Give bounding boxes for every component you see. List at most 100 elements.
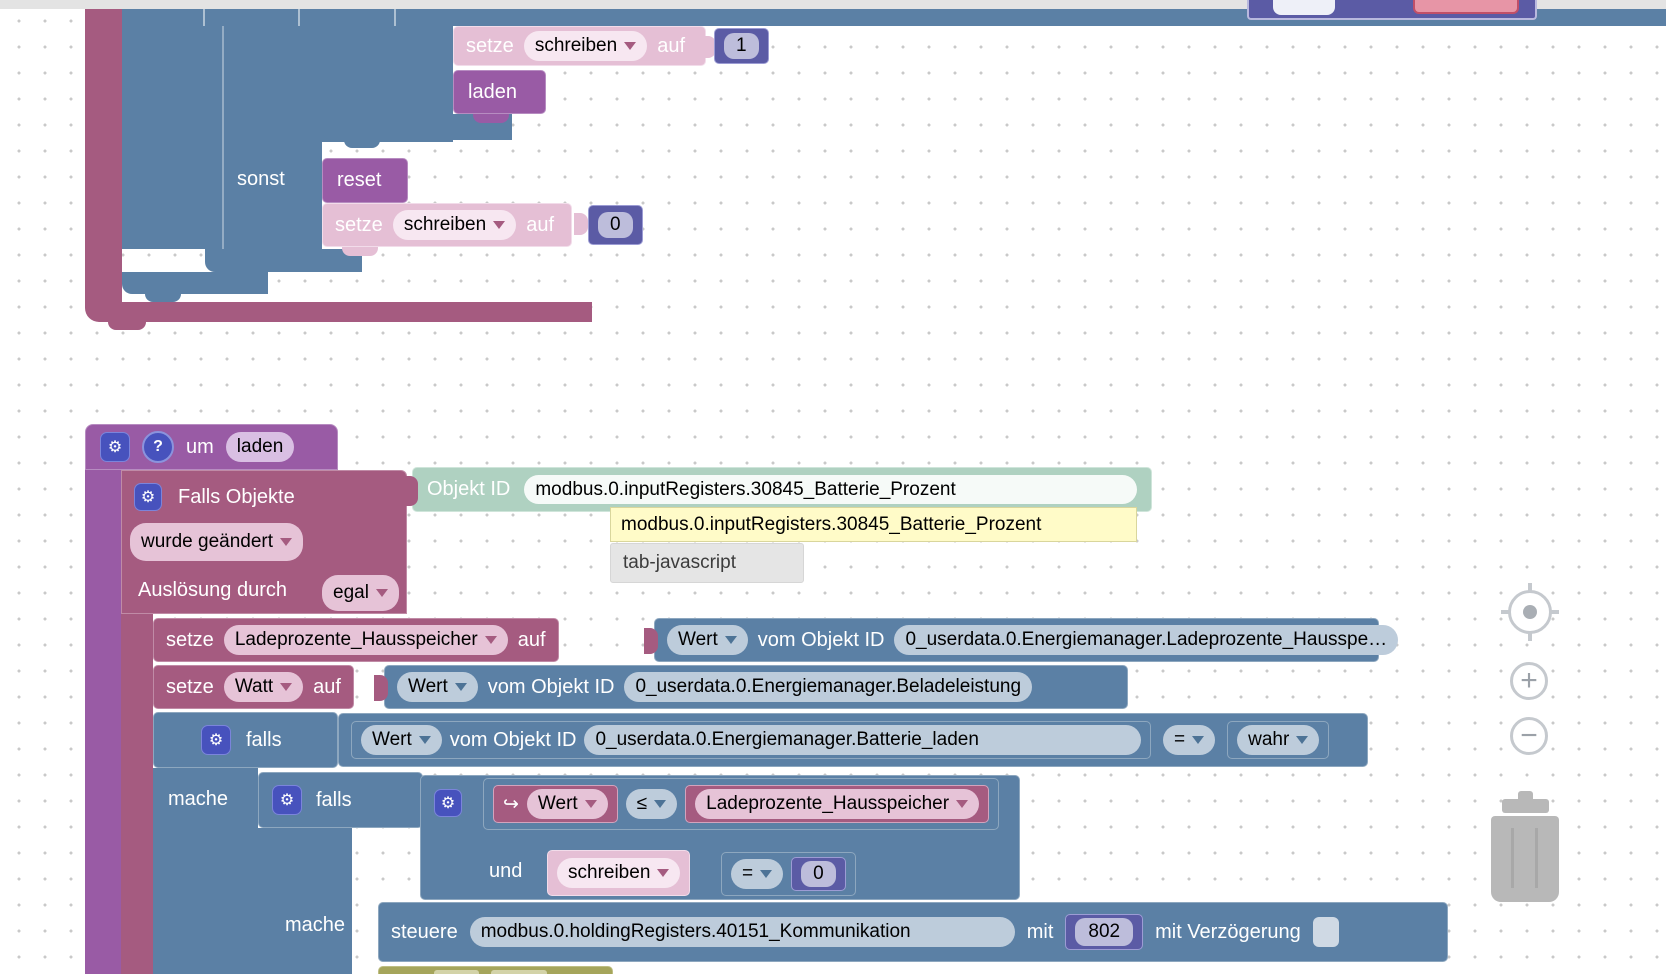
variable-get-block[interactable]: Ladeprozente_Hausspeicher (685, 785, 990, 823)
else-block-area[interactable] (122, 142, 322, 249)
variable-dropdown[interactable]: schreiben (557, 858, 681, 888)
function-def-block[interactable]: ⚙ ? um laden (85, 424, 338, 470)
get-value-block[interactable]: Wert vom Objekt ID 0_userdata.0.Energiem… (384, 665, 1128, 709)
compare-block[interactable]: ↪ Wert ≤ Ladeprozente_Hausspeicher (483, 778, 1000, 830)
cutoff-value-block[interactable] (1247, 0, 1537, 20)
call-reset-block[interactable]: reset (322, 158, 408, 203)
to-label: auf (657, 34, 686, 57)
help-icon[interactable]: ? (142, 431, 174, 463)
variable-dropdown[interactable]: Ladeprozente_Hausspeicher (223, 625, 508, 655)
zoom-out-button[interactable]: − (1510, 717, 1548, 755)
number-field[interactable]: 1 (724, 33, 759, 59)
gear-icon[interactable]: ⚙ (272, 785, 302, 815)
trash-lid-icon[interactable] (1502, 799, 1549, 813)
if-body-wall[interactable] (153, 768, 258, 974)
variable-dropdown[interactable]: schreiben (523, 31, 648, 61)
compare-block[interactable]: = 0 (721, 852, 856, 896)
attribute-dropdown[interactable]: Wert (667, 625, 748, 655)
oid-field[interactable]: 0_userdata.0.Energiemanager.Batterie_lad… (584, 725, 1141, 755)
inner-if-header[interactable]: ⚙ falls (258, 772, 423, 828)
trash-can-icon[interactable] (1491, 816, 1559, 902)
trigger-by-label: Auslösung durch (138, 579, 287, 601)
object-id-block[interactable]: Objekt ID modbus.0.inputRegisters.30845_… (412, 467, 1152, 512)
variable-dropdown[interactable]: Watt (223, 672, 304, 702)
boolean-value: wahr (1248, 729, 1290, 751)
variable-dropdown[interactable]: Ladeprozente_Hausspeicher (695, 789, 980, 819)
variable-get-block[interactable]: schreiben (547, 850, 691, 896)
attribute-name: Wert (537, 793, 578, 815)
number-block[interactable]: 802 (1065, 914, 1144, 950)
gear-icon[interactable]: ⚙ (134, 483, 162, 511)
call-laden-block[interactable]: laden (453, 70, 546, 114)
trigger-by-dropdown[interactable]: egal (322, 575, 399, 611)
number-field[interactable]: 0 (801, 861, 836, 887)
set-variable-block[interactable]: setze Ladeprozente_Hausspeicher auf (153, 618, 559, 662)
block-seam (222, 26, 224, 249)
trash-lid-icon[interactable] (1518, 791, 1533, 799)
trigger-body-wall[interactable] (121, 614, 153, 974)
set-variable-block[interactable]: setze Watt auf (153, 665, 354, 709)
trigger-block-next-tab (108, 322, 146, 330)
value-connector-tab (374, 675, 388, 701)
number-field[interactable]: 802 (1075, 918, 1134, 946)
tab-hint-tooltip: tab-javascript (610, 543, 804, 583)
delay-checkbox[interactable] (1312, 917, 1339, 947)
trigger-header-block[interactable]: ⚙ Falls Objekte wurde geändert Auslösung… (121, 470, 407, 614)
trigger-event-dropdown[interactable]: wurde geändert (130, 523, 304, 561)
oid-field[interactable]: 0_userdata.0.Energiemanager.Ladeprozente… (894, 625, 1399, 655)
number-block[interactable]: 1 (714, 28, 769, 64)
cutoff-olive-block[interactable] (378, 966, 613, 974)
trigger-block-bottom[interactable] (85, 302, 592, 322)
operator-value: = (742, 863, 754, 885)
cutoff-text-field[interactable] (1273, 0, 1335, 15)
function-name-field[interactable]: laden (225, 432, 295, 462)
operator-dropdown[interactable]: = (731, 859, 784, 889)
attribute-dropdown[interactable]: Wert (397, 672, 478, 702)
operator-dropdown[interactable]: ≤ (625, 789, 678, 819)
trigger-block-wall[interactable] (85, 9, 122, 302)
gear-icon[interactable]: ⚙ (100, 432, 130, 462)
number-block[interactable]: 0 (588, 205, 643, 245)
function-body-wall[interactable] (85, 470, 121, 974)
oid-field[interactable]: modbus.0.holdingRegisters.40151_Kommunik… (469, 917, 1015, 947)
oid-tooltip: modbus.0.inputRegisters.30845_Batterie_P… (610, 507, 1137, 542)
zoom-reset-button[interactable] (1508, 590, 1552, 634)
cutoff-error-field[interactable] (1413, 0, 1519, 14)
logic-and-block[interactable]: ⚙ ↪ Wert ≤ Ladeprozente_Hausspeicher und… (420, 775, 1020, 900)
on-update-value-block[interactable]: ↪ Wert (493, 785, 618, 823)
operator-dropdown[interactable]: = (1163, 725, 1216, 755)
attribute-dropdown[interactable]: Wert (361, 725, 442, 755)
call-laden-next-tab (473, 114, 509, 123)
gear-icon[interactable]: ⚙ (201, 725, 231, 755)
inner-if-body-wall[interactable] (258, 828, 352, 974)
variable-name: Watt (234, 676, 274, 698)
if-mid-bottom[interactable] (205, 249, 362, 272)
chevron-down-icon (454, 683, 467, 691)
object-id-field[interactable]: modbus.0.inputRegisters.30845_Batterie_P… (524, 474, 1137, 505)
compare-block[interactable]: Wert vom Objekt ID 0_userdata.0.Energiem… (338, 713, 1368, 767)
block-seam (394, 9, 396, 26)
control-state-block[interactable]: steuere modbus.0.holdingRegisters.40151_… (378, 902, 1448, 962)
variable-dropdown[interactable]: schreiben (392, 210, 517, 240)
do-label: mache (168, 788, 229, 810)
if-outer-bottom[interactable] (122, 272, 268, 294)
oid-field[interactable]: 0_userdata.0.Energiemanager.Beladeleistu… (624, 672, 1033, 702)
zoom-reset-tick (1501, 610, 1509, 614)
logic-value-block[interactable]: wahr (1227, 721, 1330, 759)
zoom-in-button[interactable]: + (1510, 662, 1548, 700)
gear-icon[interactable]: ⚙ (434, 789, 462, 817)
boolean-dropdown[interactable]: wahr (1237, 725, 1320, 755)
chevron-down-icon (1296, 736, 1309, 744)
if-label: falls (316, 788, 352, 811)
if-block-header[interactable]: ⚙ falls (153, 712, 338, 768)
top-toolbar-edge (0, 0, 1666, 9)
number-field[interactable]: 0 (598, 212, 633, 238)
set-variable-block[interactable]: setze schreiben auf (453, 26, 706, 66)
set-variable-block[interactable]: setze schreiben auf (322, 203, 572, 247)
get-value-block[interactable]: Wert vom Objekt ID 0_userdata.0.Energiem… (654, 618, 1399, 662)
get-value-block[interactable]: Wert vom Objekt ID 0_userdata.0.Energiem… (351, 721, 1151, 759)
to-label: auf (526, 213, 555, 236)
attribute-dropdown[interactable]: Wert (526, 789, 608, 819)
number-block[interactable]: 0 (791, 857, 846, 891)
